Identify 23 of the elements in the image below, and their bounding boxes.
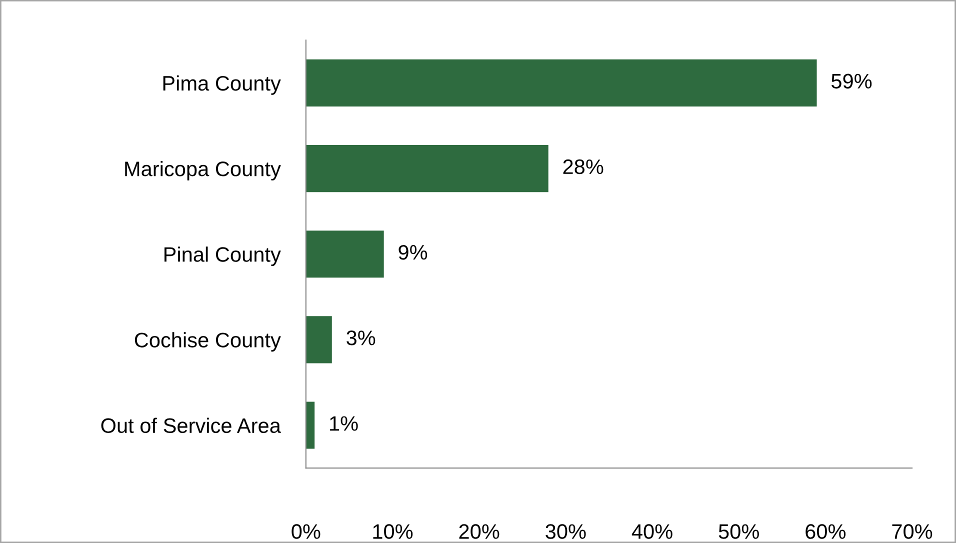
x-tick-label: 0% [292, 524, 320, 539]
data-label: 9% [398, 244, 428, 260]
bar [306, 145, 548, 192]
data-label: 59% [832, 74, 872, 89]
data-label: 3% [346, 330, 376, 346]
y-tick-label: Pinal County [164, 246, 281, 266]
bar [306, 230, 384, 278]
x-tick-label: 20% [459, 524, 500, 539]
x-tick-label: 30% [546, 524, 586, 539]
x-tick-label: 40% [632, 524, 672, 539]
x-tick-label: 60% [806, 524, 846, 539]
x-tick-label: 70% [892, 524, 932, 539]
bar [306, 316, 332, 364]
bar [306, 59, 817, 107]
y-tick-label: Maricopa County [125, 161, 281, 180]
x-tick-label: 50% [718, 524, 759, 539]
y-tick-label: Pima County [163, 75, 281, 95]
data-label: 1% [330, 416, 358, 431]
y-tick-label: Cochise County [134, 332, 281, 352]
bar [306, 402, 315, 449]
x-tick-label: 10% [373, 524, 413, 539]
data-label: 28% [563, 159, 604, 174]
y-tick-label: Out of Service Area [101, 418, 281, 434]
